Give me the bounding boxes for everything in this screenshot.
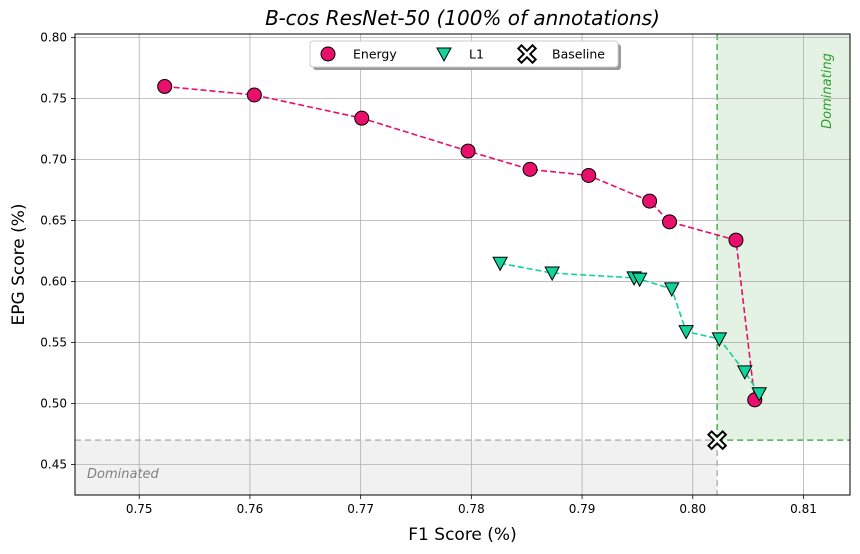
energy-point [728,232,744,248]
lines-layer [164,85,760,400]
y-tick-label: 0.45 [40,458,67,472]
x-tick-label: 0.76 [237,502,264,516]
legend-l1-triangle [436,47,452,63]
plot-frame [74,33,851,496]
energy-point [157,78,173,94]
baseline-stroke-inner [519,46,535,62]
energy-point [662,214,678,230]
y-axis-title: EPG Score (%) [9,203,29,325]
legend-label-baseline: Baseline [552,47,605,62]
grid-layer [75,34,850,495]
region-label-dominating: Dominating [820,53,835,129]
baseline-point [707,430,728,451]
y-tick-label: 0.50 [40,397,67,411]
l1-point [736,365,753,380]
dominated-region [75,440,718,495]
y-tick-label: 0.60 [40,275,67,289]
y-tick-label: 0.65 [40,214,67,228]
legend-marker-baseline [516,43,538,65]
x-tick-label: 0.75 [126,502,153,516]
legend-box [309,40,619,68]
energy-point [246,87,262,103]
legend-marker-l1 [436,47,452,63]
x-tick-label: 0.77 [347,502,374,516]
energy-point [581,167,597,183]
y-tick-label: 0.55 [40,336,67,350]
legend: Energy L1 Baseline [309,40,621,70]
legend-baseline-x [516,43,538,65]
energy-point [354,110,370,126]
x-tick-label: 0.80 [679,502,706,516]
l1-point [711,332,728,347]
x-tick-label: 0.78 [458,502,485,516]
legend-energy-circle [320,46,336,62]
l1-point [631,272,648,288]
legend-label-l1: L1 [469,47,484,62]
x-tick-label: 0.79 [569,502,596,516]
l1-point [663,282,680,297]
series-line-energy [164,85,756,400]
energy-point [642,193,658,209]
l1-point [492,256,508,272]
legend-marker-energy [320,46,336,62]
region-label-dominated: Dominated [87,467,160,482]
l1-point [544,266,561,282]
y-tick-label: 0.80 [40,31,67,45]
chart-title: B-cos ResNet-50 (100% of annotations) [265,6,660,30]
regions-layer [75,34,850,495]
legend-label-energy: Energy [353,47,397,62]
points-layer [157,78,768,451]
energy-point [460,143,476,159]
l1-point [678,325,694,340]
x-tick-label: 0.81 [790,502,817,516]
baseline-stroke-inner [709,432,725,448]
ticks-layer: 0.75 0.76 0.77 0.78 0.79 0.80 0.81 0.45 0.50 0.55… [40,31,817,516]
y-tick-label: 0.70 [40,153,67,167]
y-tick-label: 0.75 [40,92,67,106]
l1-point [751,387,768,402]
x-axis-title: F1 Score (%) [408,525,516,545]
energy-point [522,161,538,177]
